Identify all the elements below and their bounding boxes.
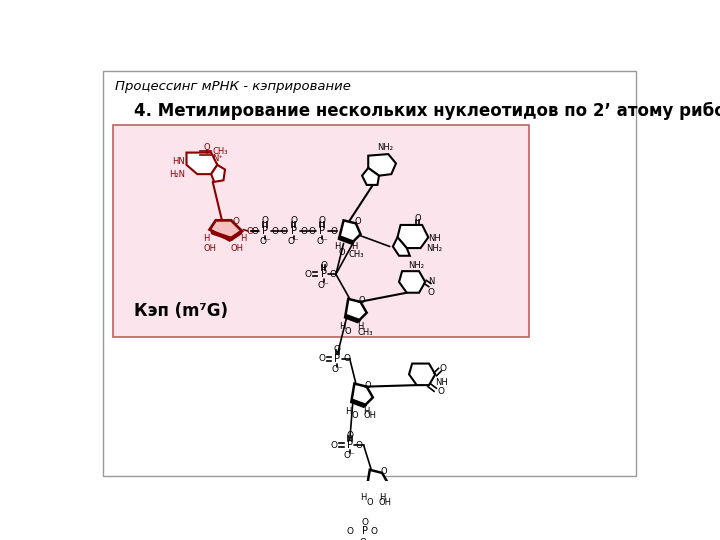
Text: NH: NH: [435, 377, 448, 387]
Text: O: O: [346, 431, 354, 441]
Polygon shape: [210, 220, 242, 240]
Text: N: N: [428, 278, 435, 286]
Text: P: P: [347, 440, 353, 450]
Text: NH: NH: [428, 234, 441, 244]
Text: O⁻: O⁻: [288, 238, 300, 246]
Text: O: O: [261, 216, 269, 225]
Text: P: P: [291, 226, 297, 236]
Text: H: H: [203, 234, 210, 244]
Text: H: H: [240, 234, 247, 244]
Text: O: O: [318, 354, 325, 363]
Text: H: H: [351, 242, 358, 251]
Text: O: O: [438, 387, 445, 396]
Polygon shape: [409, 363, 435, 385]
Text: O⁻: O⁻: [359, 538, 371, 540]
Text: H: H: [379, 493, 385, 502]
Text: O: O: [345, 327, 351, 336]
Text: NH₂: NH₂: [408, 260, 424, 269]
Text: O: O: [343, 354, 350, 363]
Text: O⁻: O⁻: [259, 238, 271, 246]
Text: H: H: [357, 322, 364, 331]
Text: O: O: [305, 270, 312, 279]
Text: O: O: [351, 411, 358, 421]
Text: CH₃: CH₃: [212, 146, 228, 156]
Text: O: O: [346, 527, 354, 536]
Text: O: O: [439, 363, 446, 373]
Polygon shape: [211, 165, 225, 182]
Text: O: O: [318, 216, 325, 225]
Text: OH: OH: [379, 498, 392, 507]
Text: P: P: [320, 269, 327, 279]
Text: O: O: [380, 467, 387, 476]
Polygon shape: [339, 220, 361, 244]
Polygon shape: [368, 154, 396, 176]
Text: O⁻: O⁻: [316, 238, 328, 246]
Text: O: O: [203, 144, 210, 152]
Text: O: O: [359, 296, 365, 305]
Polygon shape: [362, 168, 379, 185]
Text: N⁺: N⁺: [212, 154, 222, 163]
Text: O: O: [331, 441, 338, 450]
Text: O: O: [338, 248, 346, 257]
Text: O: O: [361, 518, 369, 526]
Polygon shape: [345, 299, 366, 322]
Text: O: O: [414, 214, 420, 224]
Text: O: O: [366, 498, 373, 507]
Text: O: O: [334, 345, 341, 354]
Bar: [113, 125, 529, 336]
Text: O⁻: O⁻: [331, 365, 343, 374]
Polygon shape: [366, 470, 388, 493]
Text: P: P: [319, 226, 325, 236]
Text: H: H: [334, 242, 341, 251]
Text: O: O: [246, 227, 253, 235]
Text: H: H: [361, 493, 366, 502]
Text: O: O: [428, 288, 435, 297]
Text: NH₂: NH₂: [426, 244, 443, 253]
Text: O: O: [251, 227, 258, 235]
Text: O: O: [356, 441, 362, 450]
Text: O: O: [233, 218, 239, 226]
Text: CH₃: CH₃: [348, 249, 364, 259]
Text: P: P: [334, 354, 341, 364]
Polygon shape: [399, 271, 426, 293]
Text: 4. Метилирование нескольких нуклеотидов по 2’ атому рибозы: 4. Метилирование нескольких нуклеотидов …: [134, 102, 720, 120]
Polygon shape: [351, 383, 373, 407]
Text: OH: OH: [231, 244, 244, 253]
Text: OH: OH: [364, 411, 377, 421]
Text: O: O: [329, 270, 336, 279]
Text: O: O: [300, 227, 307, 235]
Polygon shape: [397, 225, 428, 248]
Text: H₂N: H₂N: [169, 170, 185, 179]
Text: H: H: [339, 322, 345, 331]
Text: O⁻: O⁻: [344, 451, 356, 461]
Text: O: O: [371, 527, 378, 536]
Text: O: O: [308, 227, 315, 235]
Text: Процессинг мРНК - кэприрование: Процессинг мРНК - кэприрование: [115, 80, 351, 93]
Text: O: O: [280, 227, 287, 235]
Text: H: H: [345, 407, 351, 416]
Text: HN: HN: [172, 157, 185, 166]
Text: Кэп (m⁷G): Кэп (m⁷G): [134, 302, 228, 320]
Text: O: O: [354, 218, 361, 226]
Text: O: O: [271, 227, 279, 235]
Text: P: P: [262, 226, 268, 236]
Polygon shape: [186, 153, 217, 174]
Text: H: H: [364, 407, 370, 416]
Text: CH₃: CH₃: [357, 328, 373, 338]
Polygon shape: [393, 237, 410, 256]
Text: O: O: [290, 216, 297, 225]
Text: O⁻: O⁻: [318, 280, 330, 289]
Text: O: O: [320, 260, 327, 269]
Text: OH: OH: [203, 244, 216, 253]
Text: O: O: [330, 227, 337, 235]
Text: NH₂: NH₂: [377, 144, 393, 152]
Text: P: P: [362, 526, 368, 536]
Text: O: O: [365, 381, 372, 390]
